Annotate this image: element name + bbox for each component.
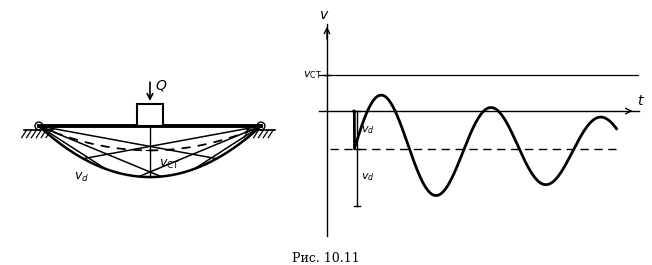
Text: $t$: $t$ (638, 94, 645, 108)
Text: $v_{\mathrm{CT}}$: $v_{\mathrm{CT}}$ (303, 69, 322, 81)
Text: Рис. 10.11: Рис. 10.11 (292, 252, 360, 265)
Text: $v_d$: $v_d$ (361, 171, 375, 183)
Text: $v_d$: $v_d$ (74, 171, 89, 184)
Text: $v$: $v$ (319, 8, 329, 22)
FancyBboxPatch shape (137, 104, 163, 126)
Text: $v_{\mathrm{CT}}$: $v_{\mathrm{CT}}$ (159, 158, 180, 171)
Text: $Q$: $Q$ (155, 78, 168, 93)
Text: $P$: $P$ (154, 107, 164, 120)
Text: $v_d$: $v_d$ (361, 124, 375, 136)
